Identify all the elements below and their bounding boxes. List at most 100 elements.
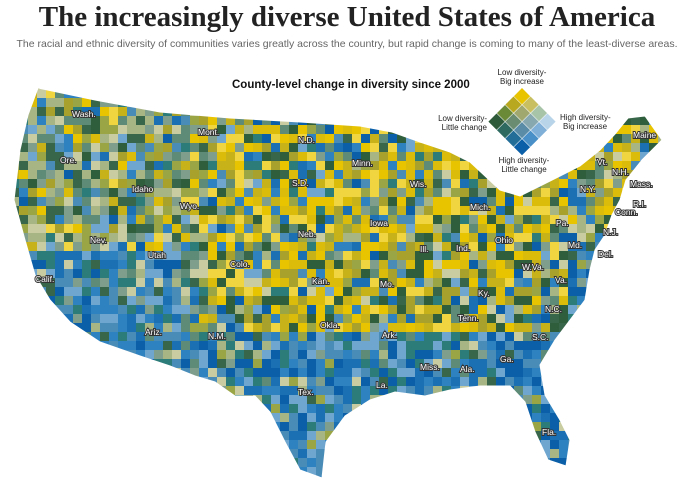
county [577,224,587,234]
county [532,368,542,378]
county [226,125,236,135]
county [388,179,398,189]
county [136,314,146,324]
county [496,89,506,99]
county [181,467,191,477]
county [397,278,407,288]
county [397,476,407,478]
county [217,88,227,90]
county [208,233,218,243]
county [37,206,47,216]
county [280,107,290,117]
county [127,404,137,414]
county [208,251,218,261]
county [595,323,605,333]
county [262,458,272,468]
county [370,233,380,243]
county [514,413,524,423]
county [136,467,146,477]
county [577,386,587,396]
county [46,116,56,126]
county [271,350,281,360]
county [505,386,515,396]
county [73,278,83,288]
county [199,323,209,333]
county [550,323,560,333]
county [568,179,578,189]
county [622,170,632,180]
county [505,341,515,351]
county [244,278,254,288]
county [370,143,380,153]
county [163,314,173,324]
county [370,107,380,117]
county [325,413,335,423]
county [172,233,182,243]
county [640,386,650,396]
county [271,404,281,414]
county [640,332,650,342]
county [478,215,488,225]
county [307,395,317,405]
county [307,179,317,189]
county [604,134,614,144]
county [388,251,398,261]
county [244,440,254,450]
county [91,404,101,414]
county [424,206,434,216]
county [55,377,65,387]
county [487,89,497,99]
county [334,431,344,441]
state-label: Ohio [495,235,513,245]
county [82,269,92,279]
county [127,476,137,478]
county [658,89,662,99]
county [163,278,173,288]
county [253,368,263,378]
county [280,314,290,324]
county [352,98,362,108]
county [343,206,353,216]
county [379,431,389,441]
county [55,269,65,279]
county [172,476,182,478]
county [163,161,173,171]
county [559,350,569,360]
county [334,332,344,342]
county [181,251,191,261]
county [199,242,209,252]
county [586,458,596,468]
county [478,332,488,342]
county [658,422,662,432]
county [55,179,65,189]
county [127,377,137,387]
county [37,161,47,171]
county [163,377,173,387]
county [505,215,515,225]
county [559,305,569,315]
county [487,152,497,162]
county [46,359,56,369]
county [172,305,182,315]
county [235,278,245,288]
county [262,377,272,387]
county [433,359,443,369]
county [127,89,137,99]
county [172,386,182,396]
county [406,269,416,279]
county [487,206,497,216]
county [667,350,677,360]
county [577,233,587,243]
county [28,296,38,306]
county [73,305,83,315]
county [451,386,461,396]
county [406,242,416,252]
county [631,116,641,126]
county [145,341,155,351]
county [46,404,56,414]
county [478,278,488,288]
county [28,395,38,405]
county [334,179,344,189]
county [523,368,533,378]
county [14,395,20,405]
